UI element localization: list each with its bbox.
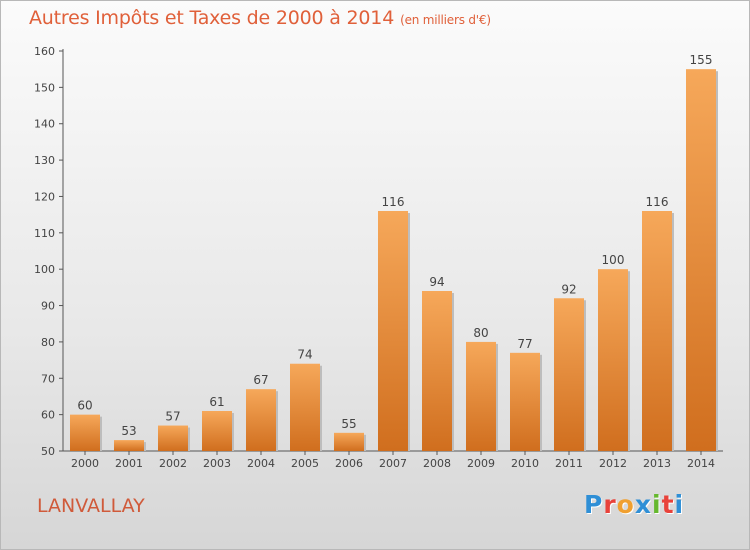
logo-letter: i xyxy=(674,490,685,519)
value-label: 67 xyxy=(253,373,268,387)
x-tick-label: 2002 xyxy=(159,457,187,470)
y-tick-label: 120 xyxy=(34,190,55,203)
bar-2012 xyxy=(598,269,628,451)
value-label: 94 xyxy=(429,275,444,289)
x-tick-label: 2011 xyxy=(555,457,583,470)
x-tick-label: 2008 xyxy=(423,457,451,470)
value-label: 53 xyxy=(121,424,136,438)
x-tick-label: 2001 xyxy=(115,457,143,470)
value-label: 74 xyxy=(297,348,312,362)
bar-2003 xyxy=(202,411,232,451)
logo-letter: r xyxy=(603,490,617,519)
value-label: 77 xyxy=(517,337,532,351)
y-tick-label: 150 xyxy=(34,81,55,94)
bar-2009 xyxy=(466,341,496,451)
y-tick-label: 130 xyxy=(34,154,55,167)
y-tick-label: 110 xyxy=(34,227,55,240)
bar-2007 xyxy=(378,211,408,451)
x-tick-label: 2004 xyxy=(247,457,275,470)
value-label: 100 xyxy=(602,253,625,267)
bar-2013 xyxy=(642,211,672,451)
chart-title: Autres Impôts et Taxes de 2000 à 2014 (en… xyxy=(29,7,491,29)
value-label: 57 xyxy=(165,410,180,424)
value-label: 92 xyxy=(561,282,576,296)
y-tick-label: 50 xyxy=(41,445,55,458)
bar-2006 xyxy=(334,432,364,451)
value-label: 80 xyxy=(473,326,488,340)
y-tick-label: 60 xyxy=(41,409,55,422)
y-tick-label: 90 xyxy=(41,300,55,313)
value-label: 55 xyxy=(341,417,356,431)
town-name: LANVALLAY xyxy=(37,495,145,517)
chart-unit: (en milliers d'€) xyxy=(400,13,491,27)
bar-2008 xyxy=(422,291,452,451)
bar-2002 xyxy=(158,425,188,451)
x-tick-label: 2010 xyxy=(511,457,539,470)
proxiti-logo: Proxiti xyxy=(584,490,684,519)
x-tick-label: 2003 xyxy=(203,457,231,470)
bar-2001 xyxy=(114,440,144,451)
bar-2004 xyxy=(246,389,276,451)
y-tick-label: 160 xyxy=(34,45,55,58)
x-tick-label: 2013 xyxy=(643,457,671,470)
x-tick-label: 2005 xyxy=(291,457,319,470)
bar-2011 xyxy=(554,298,584,451)
value-label: 116 xyxy=(646,195,669,209)
value-label: 61 xyxy=(209,395,224,409)
bar-2000 xyxy=(70,414,100,451)
logo-letter: P xyxy=(584,490,604,519)
logo-letter: o xyxy=(616,490,635,519)
bar-2010 xyxy=(510,352,540,451)
x-tick-label: 2007 xyxy=(379,457,407,470)
x-tick-label: 2009 xyxy=(467,457,495,470)
logo-letter: t xyxy=(661,490,675,519)
value-label: 155 xyxy=(690,53,713,67)
bar-2005 xyxy=(290,363,320,451)
x-tick-label: 2012 xyxy=(599,457,627,470)
x-tick-label: 2006 xyxy=(335,457,363,470)
chart-title-text: Autres Impôts et Taxes de 2000 à 2014 xyxy=(29,7,395,29)
y-tick-label: 100 xyxy=(34,263,55,276)
x-tick-label: 2000 xyxy=(71,457,99,470)
bar-2014 xyxy=(686,69,716,451)
y-tick-label: 140 xyxy=(34,118,55,131)
value-label: 60 xyxy=(77,399,92,413)
logo-letter: x xyxy=(634,490,652,519)
logo-letter: i xyxy=(652,490,662,519)
y-tick-label: 80 xyxy=(41,336,55,349)
value-label: 116 xyxy=(382,195,405,209)
y-tick-label: 70 xyxy=(41,372,55,385)
x-tick-label: 2014 xyxy=(687,457,715,470)
